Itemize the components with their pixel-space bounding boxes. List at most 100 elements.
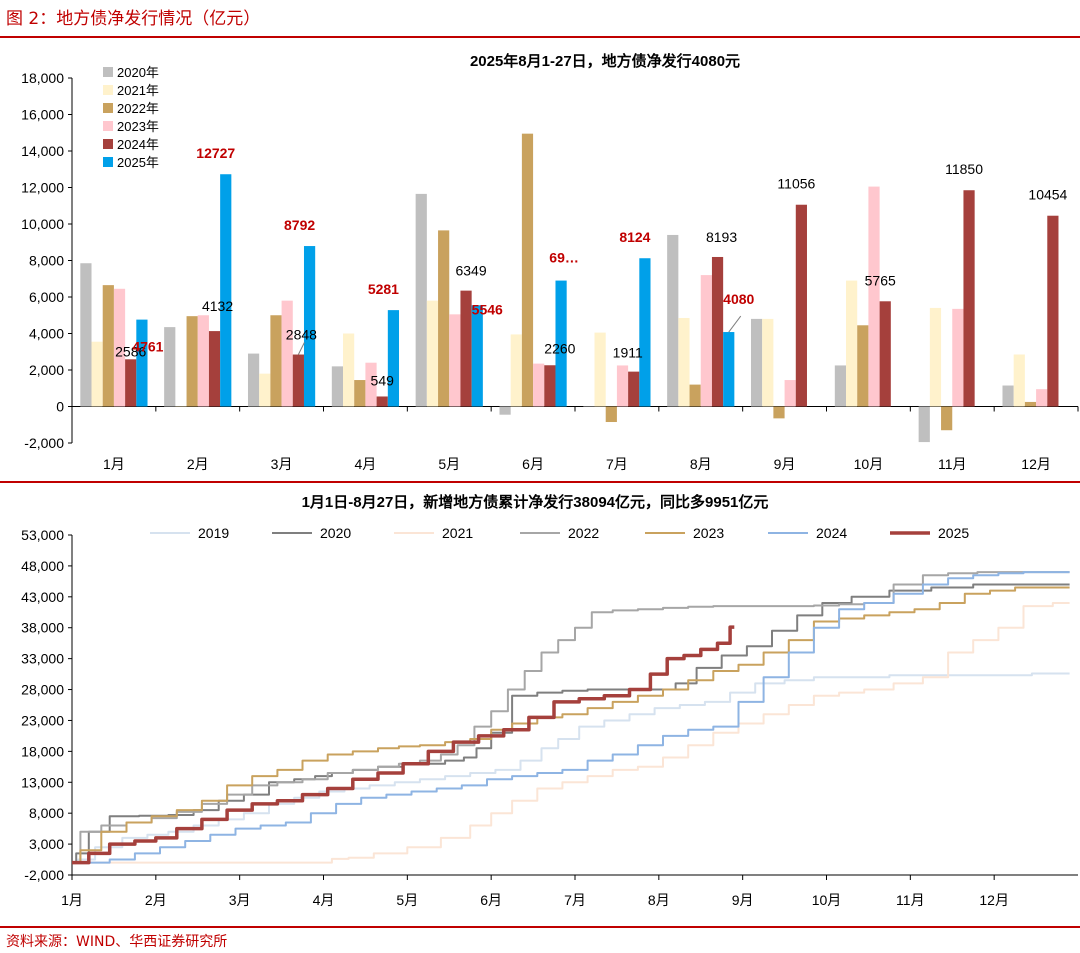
data-label-2024年-9月: 11056 bbox=[777, 176, 815, 192]
bar-2020年-9月 bbox=[750, 318, 763, 407]
data-label-2024年-12月: 10454 bbox=[1028, 187, 1067, 203]
bar-2023年-5月 bbox=[449, 314, 461, 407]
bar-chart-title: 2025年8月1-27日，地方债净发行4080元 bbox=[470, 52, 740, 70]
line-chart-title: 1月1日-8月27日，新增地方债累计净发行38094亿元，同比多9951亿元 bbox=[302, 493, 769, 511]
bar-2025年-4月 bbox=[387, 310, 400, 407]
y-tick-label: 18,000 bbox=[21, 70, 64, 86]
y-tick-label: 13,000 bbox=[21, 774, 64, 790]
legend-label-2022: 2022 bbox=[568, 525, 599, 541]
data-label-2025年-8月: 4080 bbox=[723, 291, 754, 307]
y-tick-label: 28,000 bbox=[21, 682, 64, 698]
x-tick-label: 3月 bbox=[271, 456, 293, 472]
y-tick-label: 6,000 bbox=[29, 289, 64, 305]
x-tick-label: 3月 bbox=[229, 892, 251, 908]
legend-label-2025: 2025 bbox=[938, 525, 969, 541]
legend-label-2025年: 2025年 bbox=[117, 155, 159, 170]
x-tick-label: 1月 bbox=[103, 456, 125, 472]
data-label-2024年-6月: 2260 bbox=[544, 340, 575, 356]
bar-2025年-5月 bbox=[471, 305, 483, 407]
x-tick-label: 2月 bbox=[187, 456, 209, 472]
y-tick-label: 4,000 bbox=[29, 326, 64, 342]
bar-2021年-10月 bbox=[846, 280, 858, 407]
source-note: 资料来源：WIND、华西证券研究所 bbox=[6, 934, 228, 950]
top-divider bbox=[0, 36, 1080, 38]
legend-label-2021: 2021 bbox=[442, 525, 473, 541]
legend-label-2023年: 2023年 bbox=[117, 119, 159, 134]
legend-swatch-2025年 bbox=[103, 157, 113, 167]
y-tick-label: 2,000 bbox=[29, 362, 64, 378]
x-tick-label: 11月 bbox=[938, 456, 967, 472]
x-tick-label: 9月 bbox=[732, 892, 754, 908]
data-label-2025年-6月: 69… bbox=[549, 250, 579, 266]
bar-2025年-2月 bbox=[220, 174, 232, 407]
data-label-2024年-2月: 4132 bbox=[202, 298, 233, 314]
bar-2023年-8月 bbox=[700, 275, 712, 407]
bar-2021年-9月 bbox=[762, 318, 774, 407]
bottom-divider bbox=[0, 926, 1080, 928]
bar-2021年-1月 bbox=[91, 341, 103, 407]
line-chart: 1月1日-8月27日，新增地方债累计净发行38094亿元，同比多9951亿元 -2… bbox=[21, 493, 1078, 908]
bar-2025年-8月 bbox=[723, 332, 735, 407]
bar-2024年-8月 bbox=[711, 256, 724, 407]
y-tick-label: 10,000 bbox=[21, 216, 64, 232]
x-tick-label: 4月 bbox=[313, 892, 335, 908]
data-label-2024年-1月: 2586 bbox=[115, 343, 146, 359]
bar-2024年-6月 bbox=[544, 365, 556, 407]
series-line-2019 bbox=[72, 672, 1070, 864]
x-tick-label: 7月 bbox=[606, 456, 628, 472]
bar-2022年-9月 bbox=[773, 406, 785, 419]
bar-2020年-5月 bbox=[415, 193, 427, 407]
bar-2024年-1月 bbox=[125, 359, 137, 407]
bar-2021年-2月 bbox=[175, 406, 187, 407]
data-label-2024年-5月: 6349 bbox=[455, 263, 486, 279]
data-label-2025年-3月: 8792 bbox=[284, 217, 315, 233]
x-tick-label: 11月 bbox=[896, 892, 925, 908]
data-label-2025年-4月: 5281 bbox=[368, 281, 399, 297]
x-tick-label: 1月 bbox=[61, 892, 83, 908]
y-tick-label: 12,000 bbox=[21, 180, 64, 196]
y-tick-label: 8,000 bbox=[29, 805, 64, 821]
middle-divider bbox=[0, 481, 1080, 483]
bar-2024年-7月 bbox=[628, 371, 640, 407]
legend-swatch-2020年 bbox=[103, 67, 113, 77]
bar-2021年-7月 bbox=[594, 332, 606, 407]
bar-2024年-5月 bbox=[460, 290, 472, 407]
x-tick-label: 6月 bbox=[522, 456, 544, 472]
data-label-2025年-5月: 5546 bbox=[472, 301, 503, 317]
x-tick-label: 2月 bbox=[145, 892, 167, 908]
bar-chart: 2025年8月1-27日，地方债净发行4080元 -2,000 0 2,000 4,00… bbox=[21, 52, 1079, 472]
bar-2020年-11月 bbox=[918, 406, 930, 443]
series-line-2024 bbox=[72, 571, 1070, 864]
bar-2020年-4月 bbox=[331, 366, 344, 407]
bar-2023年-2月 bbox=[197, 315, 209, 407]
bar-2020年-8月 bbox=[667, 234, 679, 407]
bar-2024年-3月 bbox=[292, 354, 304, 407]
bar-2022年-12月 bbox=[1024, 401, 1037, 407]
bar-2025年-3月 bbox=[303, 246, 316, 407]
bar-2024年-4月 bbox=[376, 396, 388, 407]
y-tick-label: 16,000 bbox=[21, 107, 64, 123]
x-tick-label: 10月 bbox=[854, 456, 884, 472]
y-tick-label: 43,000 bbox=[21, 589, 64, 605]
bar-2023年-7月 bbox=[616, 365, 629, 407]
bar-2021年-3月 bbox=[259, 373, 271, 407]
data-label-2024年-10月: 5765 bbox=[865, 272, 896, 288]
bar-2022年-2月 bbox=[186, 316, 198, 407]
legend-label-2023: 2023 bbox=[693, 525, 724, 541]
figure-title: 图 2：地方债净发行情况（亿元） bbox=[6, 9, 261, 29]
bar-2022年-7月 bbox=[605, 406, 617, 423]
y-tick-label: 18,000 bbox=[21, 743, 64, 759]
bar-2022年-5月 bbox=[438, 230, 450, 407]
bar-2023年-4月 bbox=[365, 362, 377, 407]
x-tick-label: 10月 bbox=[812, 892, 842, 908]
bar-2020年-6月 bbox=[499, 406, 511, 415]
y-tick-label: 14,000 bbox=[21, 143, 64, 159]
data-label-2025年-1月: 4761 bbox=[132, 339, 163, 355]
x-tick-label: 8月 bbox=[648, 892, 670, 908]
bar-2022年-3月 bbox=[270, 315, 282, 407]
y-tick-label: 3,000 bbox=[29, 836, 64, 852]
bar-2024年-2月 bbox=[208, 331, 221, 407]
y-tick-label: -2,000 bbox=[24, 867, 64, 883]
series-line-2025 bbox=[72, 625, 735, 865]
bar-2020年-1月 bbox=[80, 263, 92, 407]
